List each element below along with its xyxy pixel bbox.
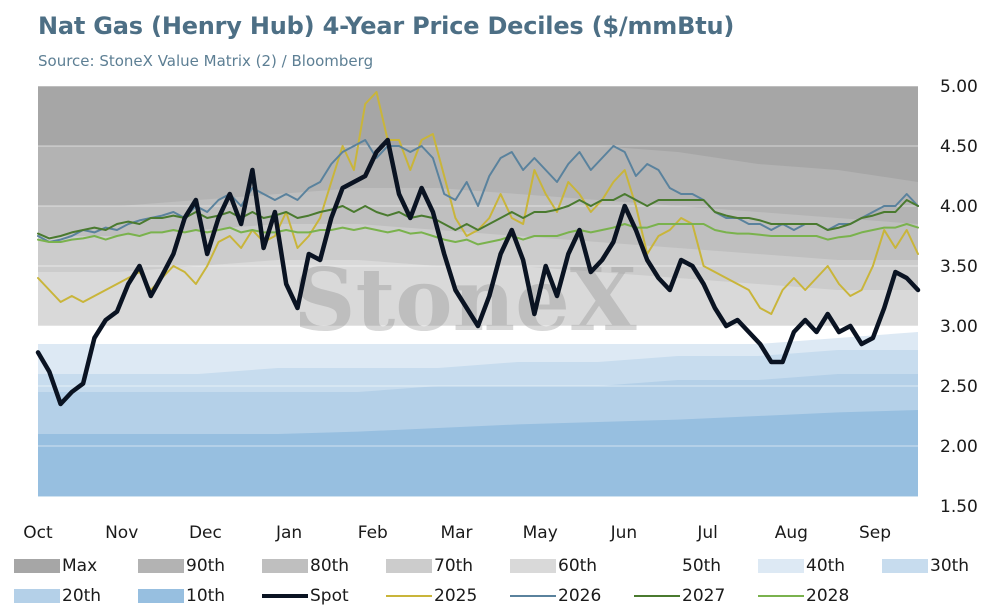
chart-title: Nat Gas (Henry Hub) 4-Year Price Deciles… [38, 12, 735, 40]
decile-bands [38, 86, 918, 497]
legend-item: 90th [138, 554, 225, 578]
y-tick-label: 3.50 [940, 257, 978, 277]
legend-item: 70th [386, 554, 473, 578]
y-axis-ticks: 5.00 4.50 4.00 3.50 3.00 2.50 2.00 1.50 [940, 77, 978, 517]
legend-swatch [14, 589, 60, 603]
legend-label: 2028 [806, 586, 850, 606]
stonex-watermark: StoneX [293, 250, 636, 351]
legend-label: 2027 [682, 586, 726, 606]
y-tick-label: 4.00 [940, 197, 978, 217]
series-2028 [37, 223, 919, 246]
legend-line-marker [758, 595, 804, 597]
x-tick-label: Jul [696, 523, 718, 543]
legend-swatch [758, 559, 804, 573]
legend-swatch [634, 559, 680, 573]
legend-label: 90th [186, 556, 226, 576]
legend-label: 70th [434, 556, 474, 576]
chart-subtitle: Source: StoneX Value Matrix (2) / Bloomb… [38, 52, 374, 70]
legend-item: 40th [758, 554, 845, 578]
y-tick-label: 4.50 [940, 137, 978, 157]
legend-item: 2027 [634, 584, 725, 608]
x-tick-label: Jan [275, 523, 302, 543]
legend-line-marker [510, 595, 556, 597]
legend-label: 50th [682, 556, 722, 576]
legend-line-marker [262, 594, 308, 598]
price-series [35, 91, 921, 407]
x-tick-label: Feb [358, 523, 388, 543]
legend-item: 10th [138, 584, 225, 608]
x-tick-label: Nov [105, 523, 138, 543]
x-tick-label: Mar [440, 523, 472, 543]
legend-item: 80th [262, 554, 349, 578]
legend-line-marker [386, 595, 432, 597]
legend-swatch [14, 559, 60, 573]
x-tick-label: Sep [859, 523, 891, 543]
legend-label: 40th [806, 556, 846, 576]
x-tick-label: Aug [775, 523, 808, 543]
legend-item: 2025 [386, 584, 477, 608]
y-tick-label: 3.00 [940, 317, 978, 337]
series-spot [35, 137, 921, 407]
y-tick-label: 2.00 [940, 437, 978, 457]
legend-item: Spot [262, 584, 349, 608]
legend-item: 2028 [758, 584, 849, 608]
legend-swatch [138, 559, 184, 573]
legend-item: 50th [634, 554, 721, 578]
x-tick-label: Jun [610, 523, 638, 543]
legend-swatch [386, 559, 432, 573]
legend-line-marker [634, 595, 680, 597]
x-axis-ticks: Oct Nov Dec Jan Feb Mar May Jun Jul Aug Sep [23, 523, 891, 543]
band-10th [38, 410, 918, 497]
legend-label: 2025 [434, 586, 478, 606]
legend-label: 20th [62, 586, 102, 606]
legend-swatch [510, 559, 556, 573]
legend-item: 30th [882, 554, 969, 578]
legend-label: 10th [186, 586, 226, 606]
x-tick-label: Dec [189, 523, 222, 543]
decile-chart: StoneX 5.004.504.003.503.002.502.001.50 … [23, 77, 978, 543]
legend-swatch [262, 559, 308, 573]
legend-label: 2026 [558, 586, 602, 606]
legend-label: 60th [558, 556, 598, 576]
legend-label: Max [62, 556, 98, 576]
legend-label: 30th [930, 556, 970, 576]
grid-lines [38, 85, 918, 507]
legend-item: 60th [510, 554, 597, 578]
legend-swatch [138, 589, 184, 603]
legend-label: Spot [310, 586, 349, 606]
legend-item: 2026 [510, 584, 601, 608]
y-tick-label: 1.50 [940, 497, 978, 517]
legend-item: 20th [14, 584, 101, 608]
y-tick-label: 5.00 [940, 77, 978, 97]
x-tick-label: Oct [23, 523, 53, 543]
legend-label: 80th [310, 556, 350, 576]
x-tick-label: May [523, 523, 558, 543]
legend-swatch [882, 559, 928, 573]
legend-item: Max [14, 554, 97, 578]
y-tick-label: 2.50 [940, 377, 978, 397]
